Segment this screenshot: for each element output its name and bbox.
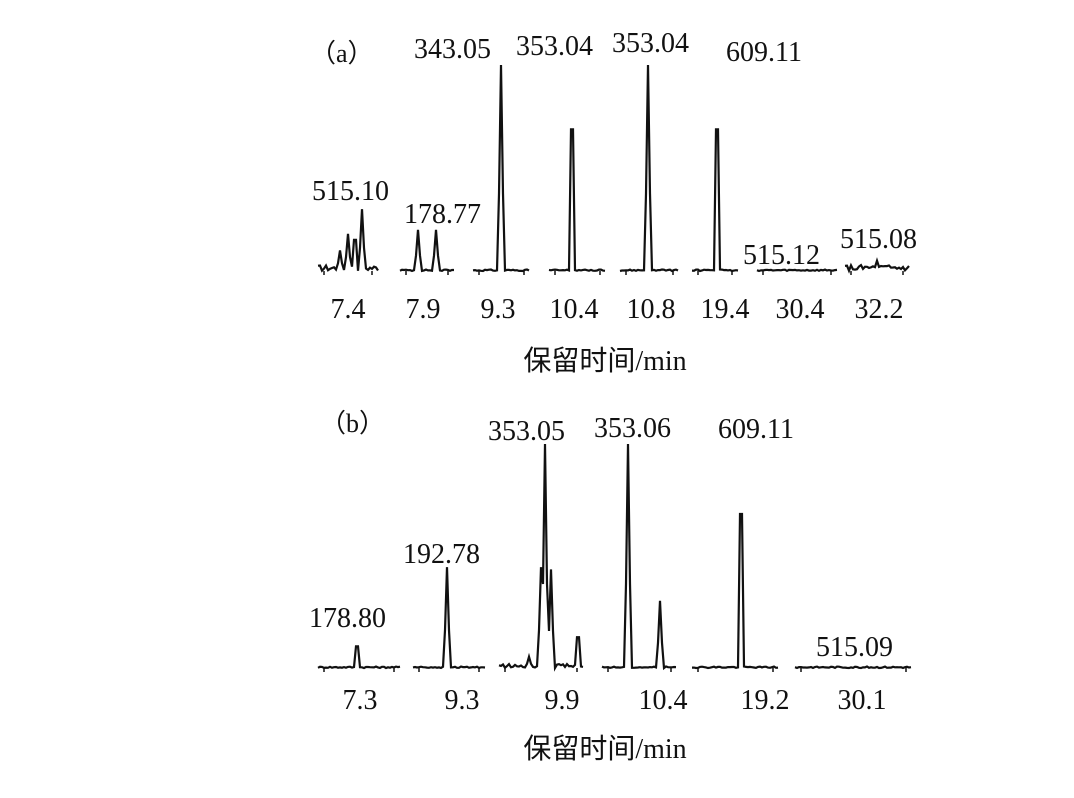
- retention-time-tick-label: 19.2: [741, 685, 790, 716]
- panel-b: （b） 保留时间/min 178.80 7.3 192.78 9.3 353.05 9.9…: [309, 409, 912, 765]
- retention-time-tick-label: 10.8: [627, 294, 676, 325]
- peak-mz-label: 178.77: [404, 199, 481, 230]
- retention-time-tick-label: 9.3: [445, 685, 480, 716]
- retention-time-tick-label: 19.4: [701, 294, 750, 325]
- chromatogram-trace-10-4: [548, 128, 606, 272]
- peak-mz-label: 515.09: [816, 632, 893, 663]
- chromatogram-trace-9-9: [498, 443, 584, 672]
- retention-time-tick-label: 32.2: [855, 294, 904, 325]
- chromatogram-trace-7-4: [317, 209, 379, 273]
- peak-mz-label: 192.78: [403, 539, 480, 570]
- retention-time-tick-label: 10.4: [639, 685, 688, 716]
- peak-mz-label: 353.06: [594, 413, 671, 444]
- retention-time-tick-label: 10.4: [550, 294, 599, 325]
- chromatogram-trace-7-3: [317, 645, 401, 670]
- chromatogram-trace-10-4: [601, 443, 677, 671]
- chromatogram-trace-30-4: [756, 268, 838, 273]
- chromatogram-trace-7-9: [399, 229, 454, 273]
- peak-mz-label: 609.11: [726, 37, 802, 68]
- panel-b-label: （b）: [320, 409, 385, 438]
- retention-time-tick-label: 9.9: [545, 685, 580, 716]
- chromatogram-trace-19-4: [691, 128, 739, 273]
- peak-mz-label: 343.05: [414, 34, 491, 65]
- retention-time-tick-label: 7.4: [331, 294, 366, 325]
- peak-mz-label: 515.08: [840, 224, 917, 255]
- chromatogram-trace-9-3: [412, 567, 486, 670]
- chromatogram-trace-19-2: [692, 512, 779, 670]
- peak-mz-label: 515.10: [312, 176, 389, 207]
- chromatogram-trace-30-1: [794, 665, 912, 670]
- retention-time-tick-label: 30.4: [776, 294, 825, 325]
- peak-mz-label: 515.12: [743, 240, 820, 271]
- retention-time-tick-label: 30.1: [838, 685, 887, 716]
- chromatogram-trace-9-3: [472, 64, 530, 273]
- peak-mz-label: 609.11: [718, 414, 794, 445]
- panel-b-x-axis-title: 保留时间/min: [523, 733, 686, 765]
- chromatogram-trace-32-2: [844, 257, 910, 274]
- panel-a-label: （a）: [310, 39, 374, 68]
- peak-mz-label: 353.05: [488, 416, 565, 447]
- chromatogram-trace-10-8: [619, 64, 679, 273]
- peak-mz-label: 178.80: [309, 603, 386, 634]
- panel-a-x-axis-title: 保留时间/min: [523, 345, 686, 377]
- retention-time-tick-label: 7.9: [406, 294, 441, 325]
- retention-time-tick-label: 9.3: [481, 294, 516, 325]
- panel-a: （a） 保留时间/min 515.10 7.4 178.77 7.9 343.05 9.3…: [310, 28, 917, 377]
- peak-mz-label: 353.04: [612, 28, 689, 59]
- retention-time-tick-label: 7.3: [343, 685, 378, 716]
- peak-mz-label: 353.04: [516, 31, 593, 62]
